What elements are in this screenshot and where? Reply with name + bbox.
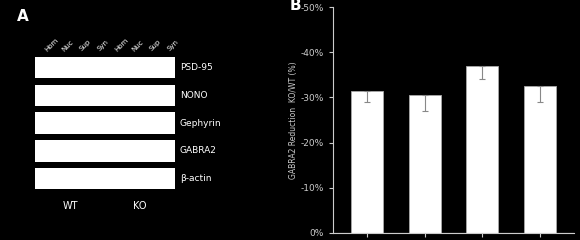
Text: Hom: Hom bbox=[44, 36, 60, 52]
Text: β-actin: β-actin bbox=[180, 174, 211, 183]
Text: WT: WT bbox=[62, 201, 78, 210]
Text: Hom: Hom bbox=[114, 36, 129, 52]
Text: NONO: NONO bbox=[180, 91, 207, 100]
FancyBboxPatch shape bbox=[35, 57, 175, 78]
Text: Nuc: Nuc bbox=[131, 38, 145, 52]
Text: GABRA2: GABRA2 bbox=[180, 146, 216, 155]
Text: PSD-95: PSD-95 bbox=[180, 63, 212, 72]
Text: A: A bbox=[17, 9, 29, 24]
FancyBboxPatch shape bbox=[35, 140, 175, 162]
Text: Syn: Syn bbox=[96, 39, 110, 52]
Text: Gephyrin: Gephyrin bbox=[180, 119, 221, 127]
Text: B: B bbox=[289, 0, 301, 13]
Text: Nuc: Nuc bbox=[61, 38, 75, 52]
FancyBboxPatch shape bbox=[35, 112, 175, 134]
Text: Syn: Syn bbox=[166, 39, 179, 52]
Bar bbox=[524, 86, 556, 233]
FancyBboxPatch shape bbox=[35, 168, 175, 189]
Y-axis label: GABRA2 Reduction  KO/WT (%): GABRA2 Reduction KO/WT (%) bbox=[289, 61, 298, 179]
Text: Sup: Sup bbox=[148, 39, 162, 52]
Bar bbox=[351, 91, 383, 233]
Text: KO: KO bbox=[133, 201, 147, 210]
Bar bbox=[409, 95, 441, 233]
Text: Sup: Sup bbox=[79, 39, 92, 52]
FancyBboxPatch shape bbox=[35, 84, 175, 106]
Bar bbox=[466, 66, 498, 233]
